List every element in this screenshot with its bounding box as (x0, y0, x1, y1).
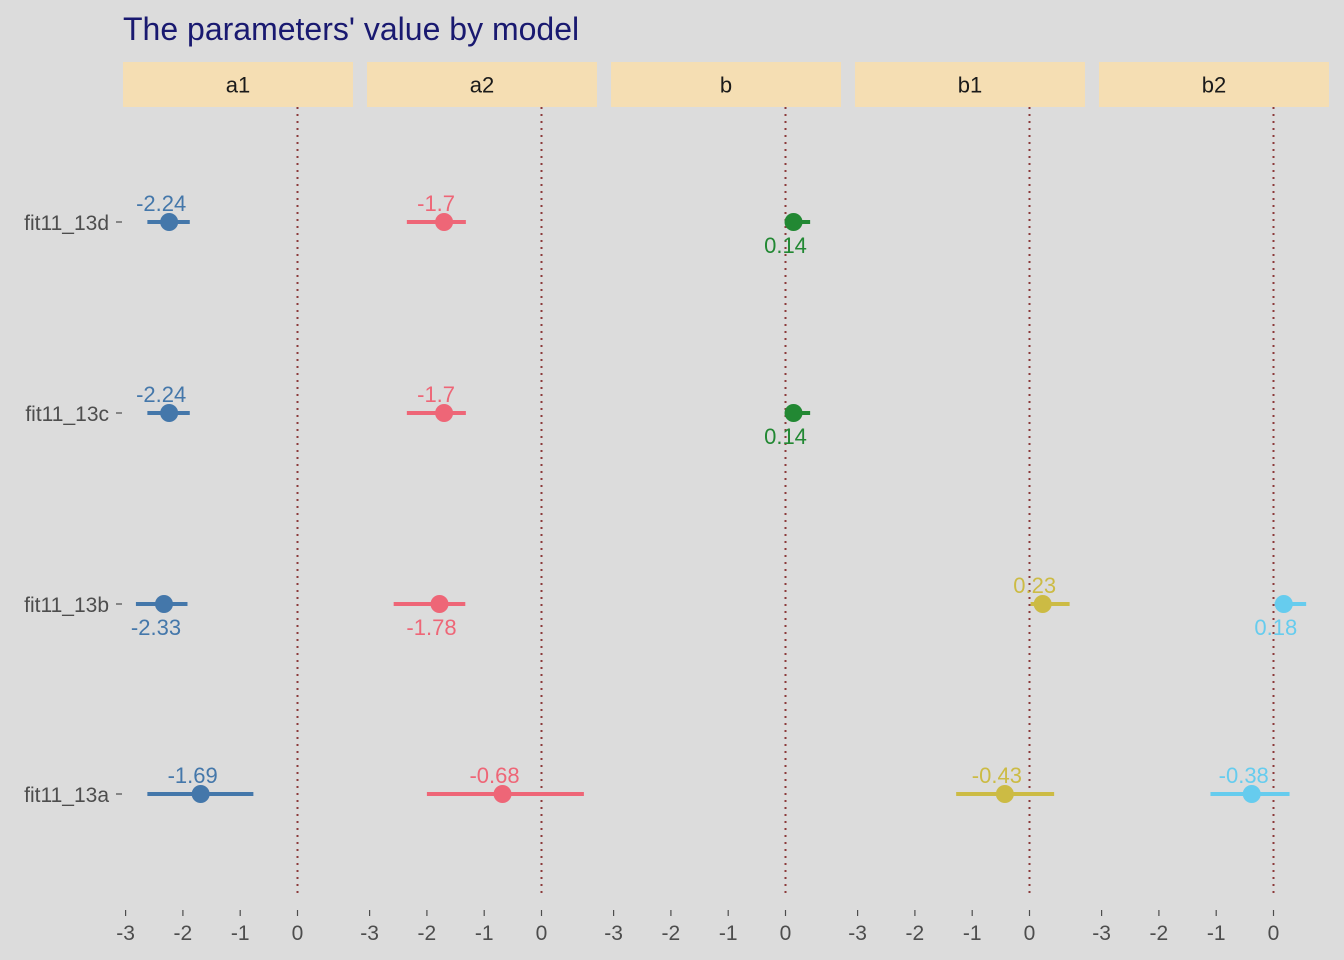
value-label-fit11_13b-b1: 0.23 (1013, 573, 1056, 598)
point-fit11_13d-a1 (160, 213, 179, 231)
value-label-fit11_13b-a2: -1.78 (406, 615, 456, 640)
x-tick-label: -1 (1207, 922, 1226, 945)
value-label-fit11_13b-b2: 0.18 (1254, 615, 1297, 640)
point-fit11_13a-a2 (493, 785, 512, 803)
point-fit11_13a-a1 (191, 785, 210, 803)
chart-marks: -2.24 -1.7 0.14 -2.24 -1.7 0.14 -2.33 -1.78 0.23… (131, 191, 1307, 803)
point-fit11_13b-a2 (430, 595, 449, 613)
point-fit11_13a-b2 (1242, 785, 1261, 803)
value-label-fit11_13c-b: 0.14 (764, 424, 807, 449)
x-tick-label: -2 (906, 922, 925, 945)
point-fit11_13d-b (784, 213, 803, 231)
facet-strip-b1 (855, 62, 1085, 107)
facet-label-b2: b2 (1202, 73, 1226, 98)
x-tick-label: 0 (536, 922, 548, 945)
facet-strip-b (611, 62, 841, 107)
value-label-fit11_13c-a2: -1.7 (417, 382, 455, 407)
facet-panels: a1 -3 -2 -1 0 a2 -3 -2 -1 0 b -3 -2 -1 0 b1 -3 -2 -1 0 b2 -3 -… (116, 62, 1329, 945)
facet-strip-b2 (1099, 62, 1329, 107)
facet-label-a1: a1 (226, 73, 250, 98)
facet-label-b: b (720, 73, 732, 98)
value-label-fit11_13d-a2: -1.7 (417, 191, 455, 216)
x-tick-label: 0 (1024, 922, 1036, 945)
point-fit11_13c-a2 (435, 404, 454, 422)
facet-label-a2: a2 (470, 73, 494, 98)
x-tick-label: -3 (360, 922, 379, 945)
value-label-fit11_13a-a1: -1.69 (168, 763, 218, 788)
model-label-fit11_13d: fit11_13d (24, 212, 109, 235)
value-label-fit11_13a-a2: -0.68 (469, 763, 519, 788)
value-label-fit11_13d-b: 0.14 (764, 233, 807, 258)
x-tick-label: -1 (719, 922, 738, 945)
value-label-fit11_13b-a1: -2.33 (131, 615, 181, 640)
value-label-fit11_13d-a1: -2.24 (136, 191, 186, 216)
model-label-fit11_13a: fit11_13a (24, 784, 109, 807)
model-label-fit11_13c: fit11_13c (25, 403, 109, 426)
x-tick-label: 0 (780, 922, 792, 945)
x-tick-label: -3 (116, 922, 135, 945)
point-fit11_13c-a1 (160, 404, 179, 422)
value-label-fit11_13a-b2: -0.38 (1219, 763, 1269, 788)
value-label-fit11_13c-a1: -2.24 (136, 382, 186, 407)
x-tick-label: -2 (174, 922, 193, 945)
x-tick-label: -2 (662, 922, 681, 945)
point-fit11_13a-b1 (995, 785, 1014, 803)
x-tick-label: -1 (963, 922, 982, 945)
point-fit11_13c-b (784, 404, 803, 422)
x-tick-label: 0 (1268, 922, 1280, 945)
point-fit11_13b-b1 (1033, 595, 1052, 613)
x-tick-label: -1 (475, 922, 494, 945)
point-fit11_13d-a2 (435, 213, 454, 231)
x-tick-label: -3 (848, 922, 867, 945)
x-tick-label: -2 (1150, 922, 1169, 945)
facet-label-b1: b1 (958, 73, 982, 98)
x-tick-label: 0 (292, 922, 304, 945)
value-label-fit11_13a-b1: -0.43 (972, 763, 1022, 788)
x-tick-label: -2 (418, 922, 437, 945)
chart-title: The parameters' value by model (123, 11, 579, 47)
x-tick-label: -3 (1092, 922, 1111, 945)
facet-strip-a1 (123, 62, 353, 107)
model-axis: fit11_13d fit11_13c fit11_13b fit11_13a (24, 212, 122, 807)
x-tick-label: -3 (604, 922, 623, 945)
point-fit11_13b-b2 (1274, 595, 1293, 613)
model-label-fit11_13b: fit11_13b (24, 594, 109, 617)
point-fit11_13b-a1 (154, 595, 173, 613)
x-tick-label: -1 (231, 922, 250, 945)
facet-strip-a2 (367, 62, 597, 107)
